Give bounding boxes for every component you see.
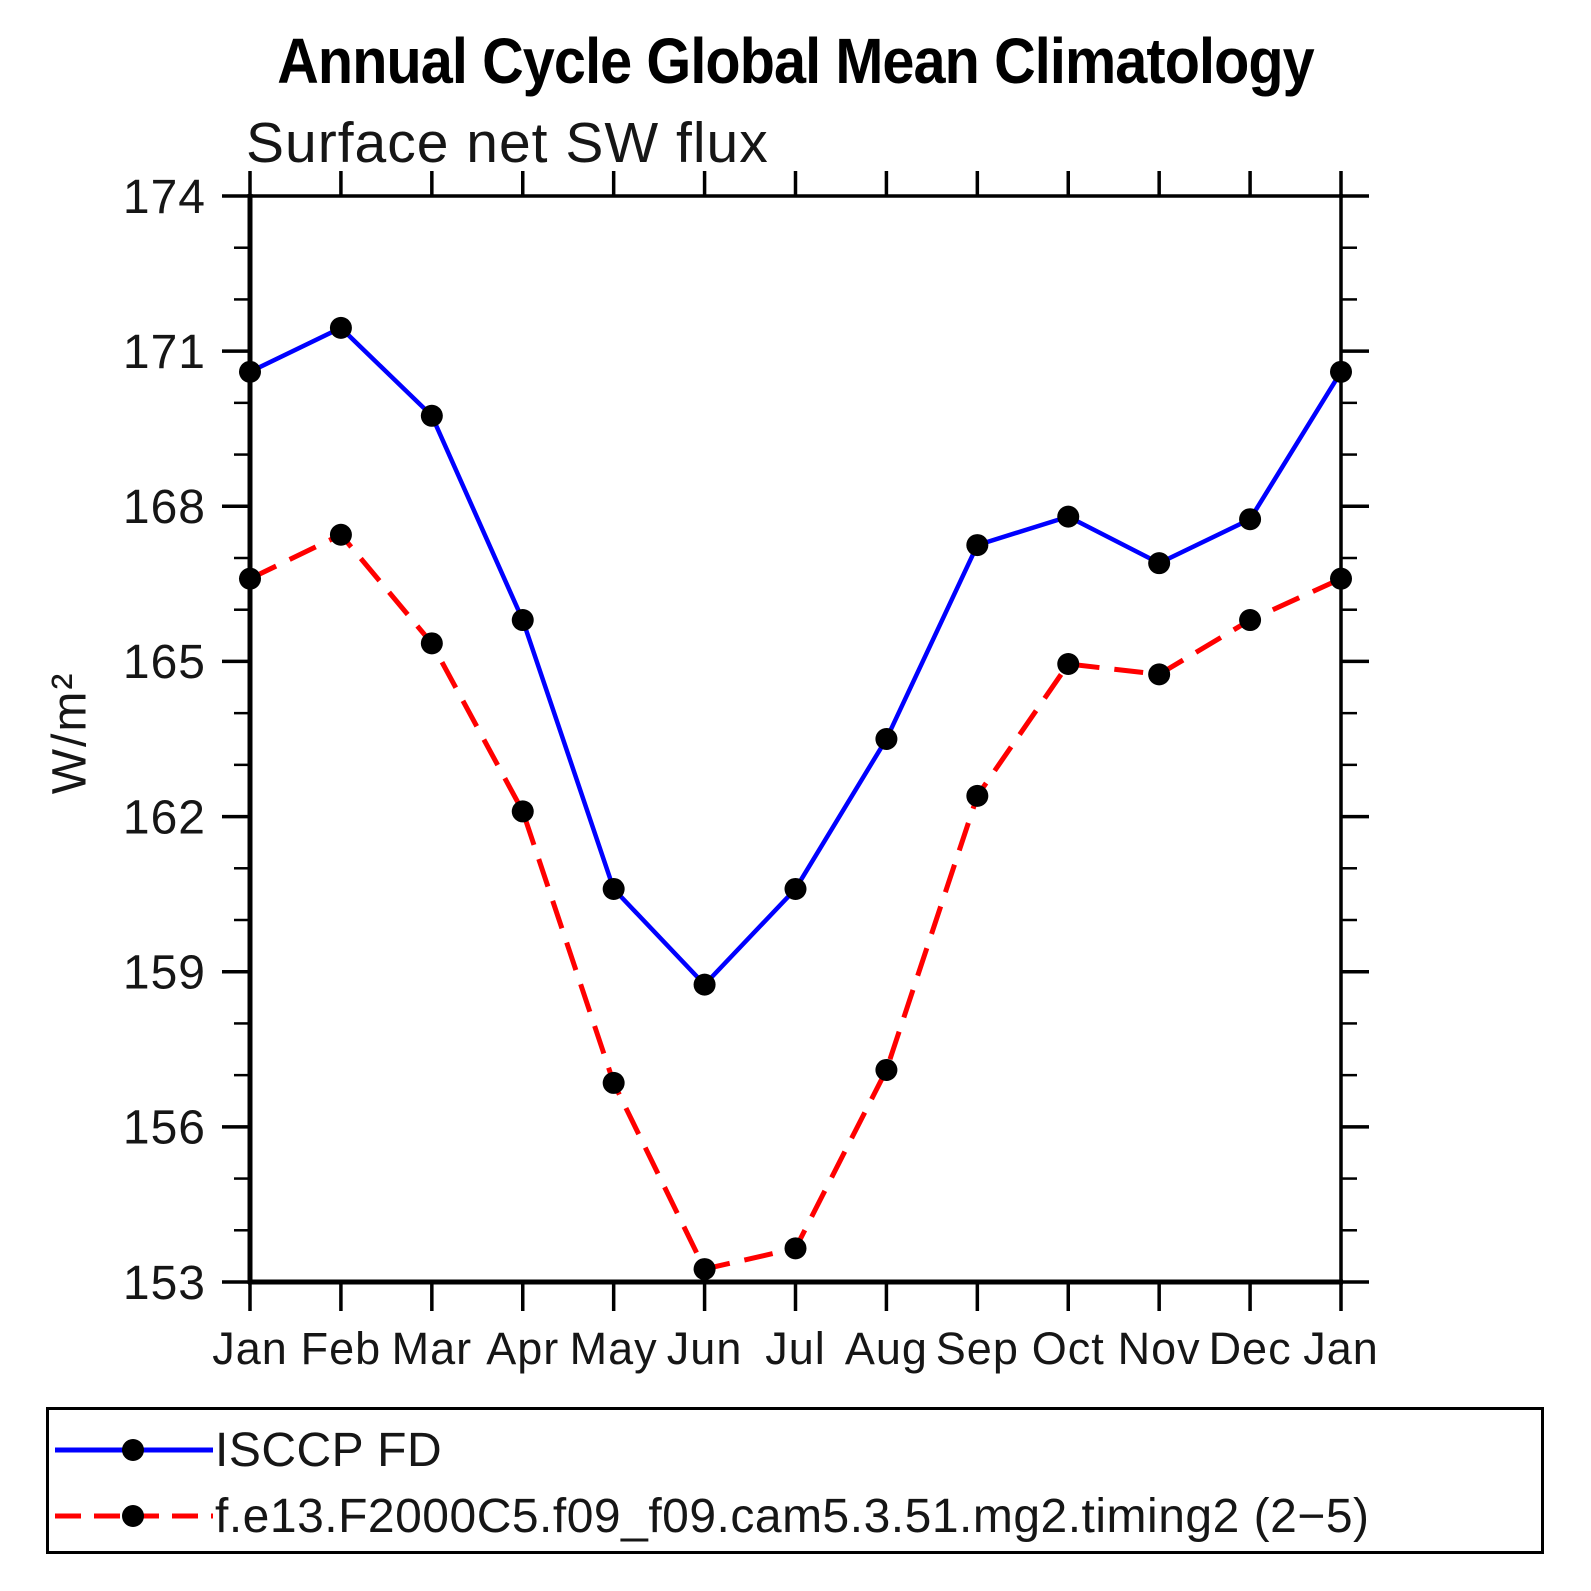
data-point-marker xyxy=(1239,508,1262,531)
x-tick-label: Sep xyxy=(936,1323,1019,1374)
legend-item-1: f.e13.F2000C5.f09_f09.cam5.3.51.mg2.timi… xyxy=(49,1483,1541,1549)
data-point-marker xyxy=(420,404,443,427)
data-point-marker xyxy=(602,877,625,900)
data-point-marker xyxy=(1057,653,1080,676)
data-point-marker xyxy=(420,632,443,655)
legend: ISCCP FD f.e13.F2000C5.f09_f09.cam5.3.51.… xyxy=(46,1407,1544,1554)
x-tick-label: Mar xyxy=(392,1323,473,1374)
legend-marker-icon xyxy=(122,1505,144,1527)
chart-title: Annual Cycle Global Mean Climatology xyxy=(277,25,1314,97)
legend-line-sample xyxy=(55,1439,213,1461)
x-tick-label: Aug xyxy=(845,1323,928,1374)
data-point-marker xyxy=(784,1237,807,1260)
chart-subtitle: Surface net SW flux xyxy=(246,111,769,175)
x-tick-label: Dec xyxy=(1209,1323,1292,1374)
y-tick-label: 156 xyxy=(123,1102,206,1155)
y-tick-label: 165 xyxy=(123,636,206,689)
x-tick-label: Feb xyxy=(301,1323,382,1374)
data-point-marker xyxy=(1148,552,1171,575)
legend-label: ISCCP FD xyxy=(215,1423,443,1477)
data-point-marker xyxy=(1330,360,1352,383)
data-point-marker xyxy=(784,877,807,900)
legend-item-0: ISCCP FD xyxy=(49,1417,1541,1483)
y-tick-label: 171 xyxy=(123,326,206,379)
data-point-marker xyxy=(329,523,352,546)
data-point-marker xyxy=(693,1258,716,1281)
x-tick-label: Jan xyxy=(1303,1323,1379,1374)
data-point-marker xyxy=(693,973,716,996)
data-point-marker xyxy=(239,567,261,590)
y-tick-label: 162 xyxy=(123,791,206,844)
data-point-marker xyxy=(329,316,352,339)
data-point-marker xyxy=(966,534,989,557)
data-point-marker xyxy=(1330,567,1352,590)
data-point-marker xyxy=(875,1058,898,1081)
y-tick-label: 174 xyxy=(123,171,206,224)
data-point-marker xyxy=(602,1071,625,1094)
data-point-marker xyxy=(875,728,898,750)
legend-label: f.e13.F2000C5.f09_f09.cam5.3.51.mg2.timi… xyxy=(215,1489,1370,1543)
x-tick-label: May xyxy=(570,1323,658,1374)
legend-marker-icon xyxy=(122,1439,144,1461)
data-point-marker xyxy=(1057,505,1080,528)
y-tick-label: 159 xyxy=(123,947,206,1000)
x-tick-label: Oct xyxy=(1032,1323,1105,1374)
y-tick-label: 153 xyxy=(123,1257,206,1310)
x-tick-label: Apr xyxy=(486,1323,559,1374)
legend-line-sample xyxy=(55,1505,213,1527)
data-point-marker xyxy=(1148,663,1171,686)
x-tick-label: Jan xyxy=(212,1323,288,1374)
x-tick-label: Nov xyxy=(1118,1323,1201,1374)
x-tick-label: Jul xyxy=(765,1323,826,1374)
y-tick-label: 168 xyxy=(123,481,206,534)
x-tick-label: Jun xyxy=(667,1323,743,1374)
data-point-marker xyxy=(511,800,534,823)
data-point-marker xyxy=(239,360,261,383)
series-line-1 xyxy=(248,531,1343,1272)
data-point-marker xyxy=(1239,609,1262,632)
data-point-marker xyxy=(511,609,534,632)
data-point-marker xyxy=(966,784,989,807)
